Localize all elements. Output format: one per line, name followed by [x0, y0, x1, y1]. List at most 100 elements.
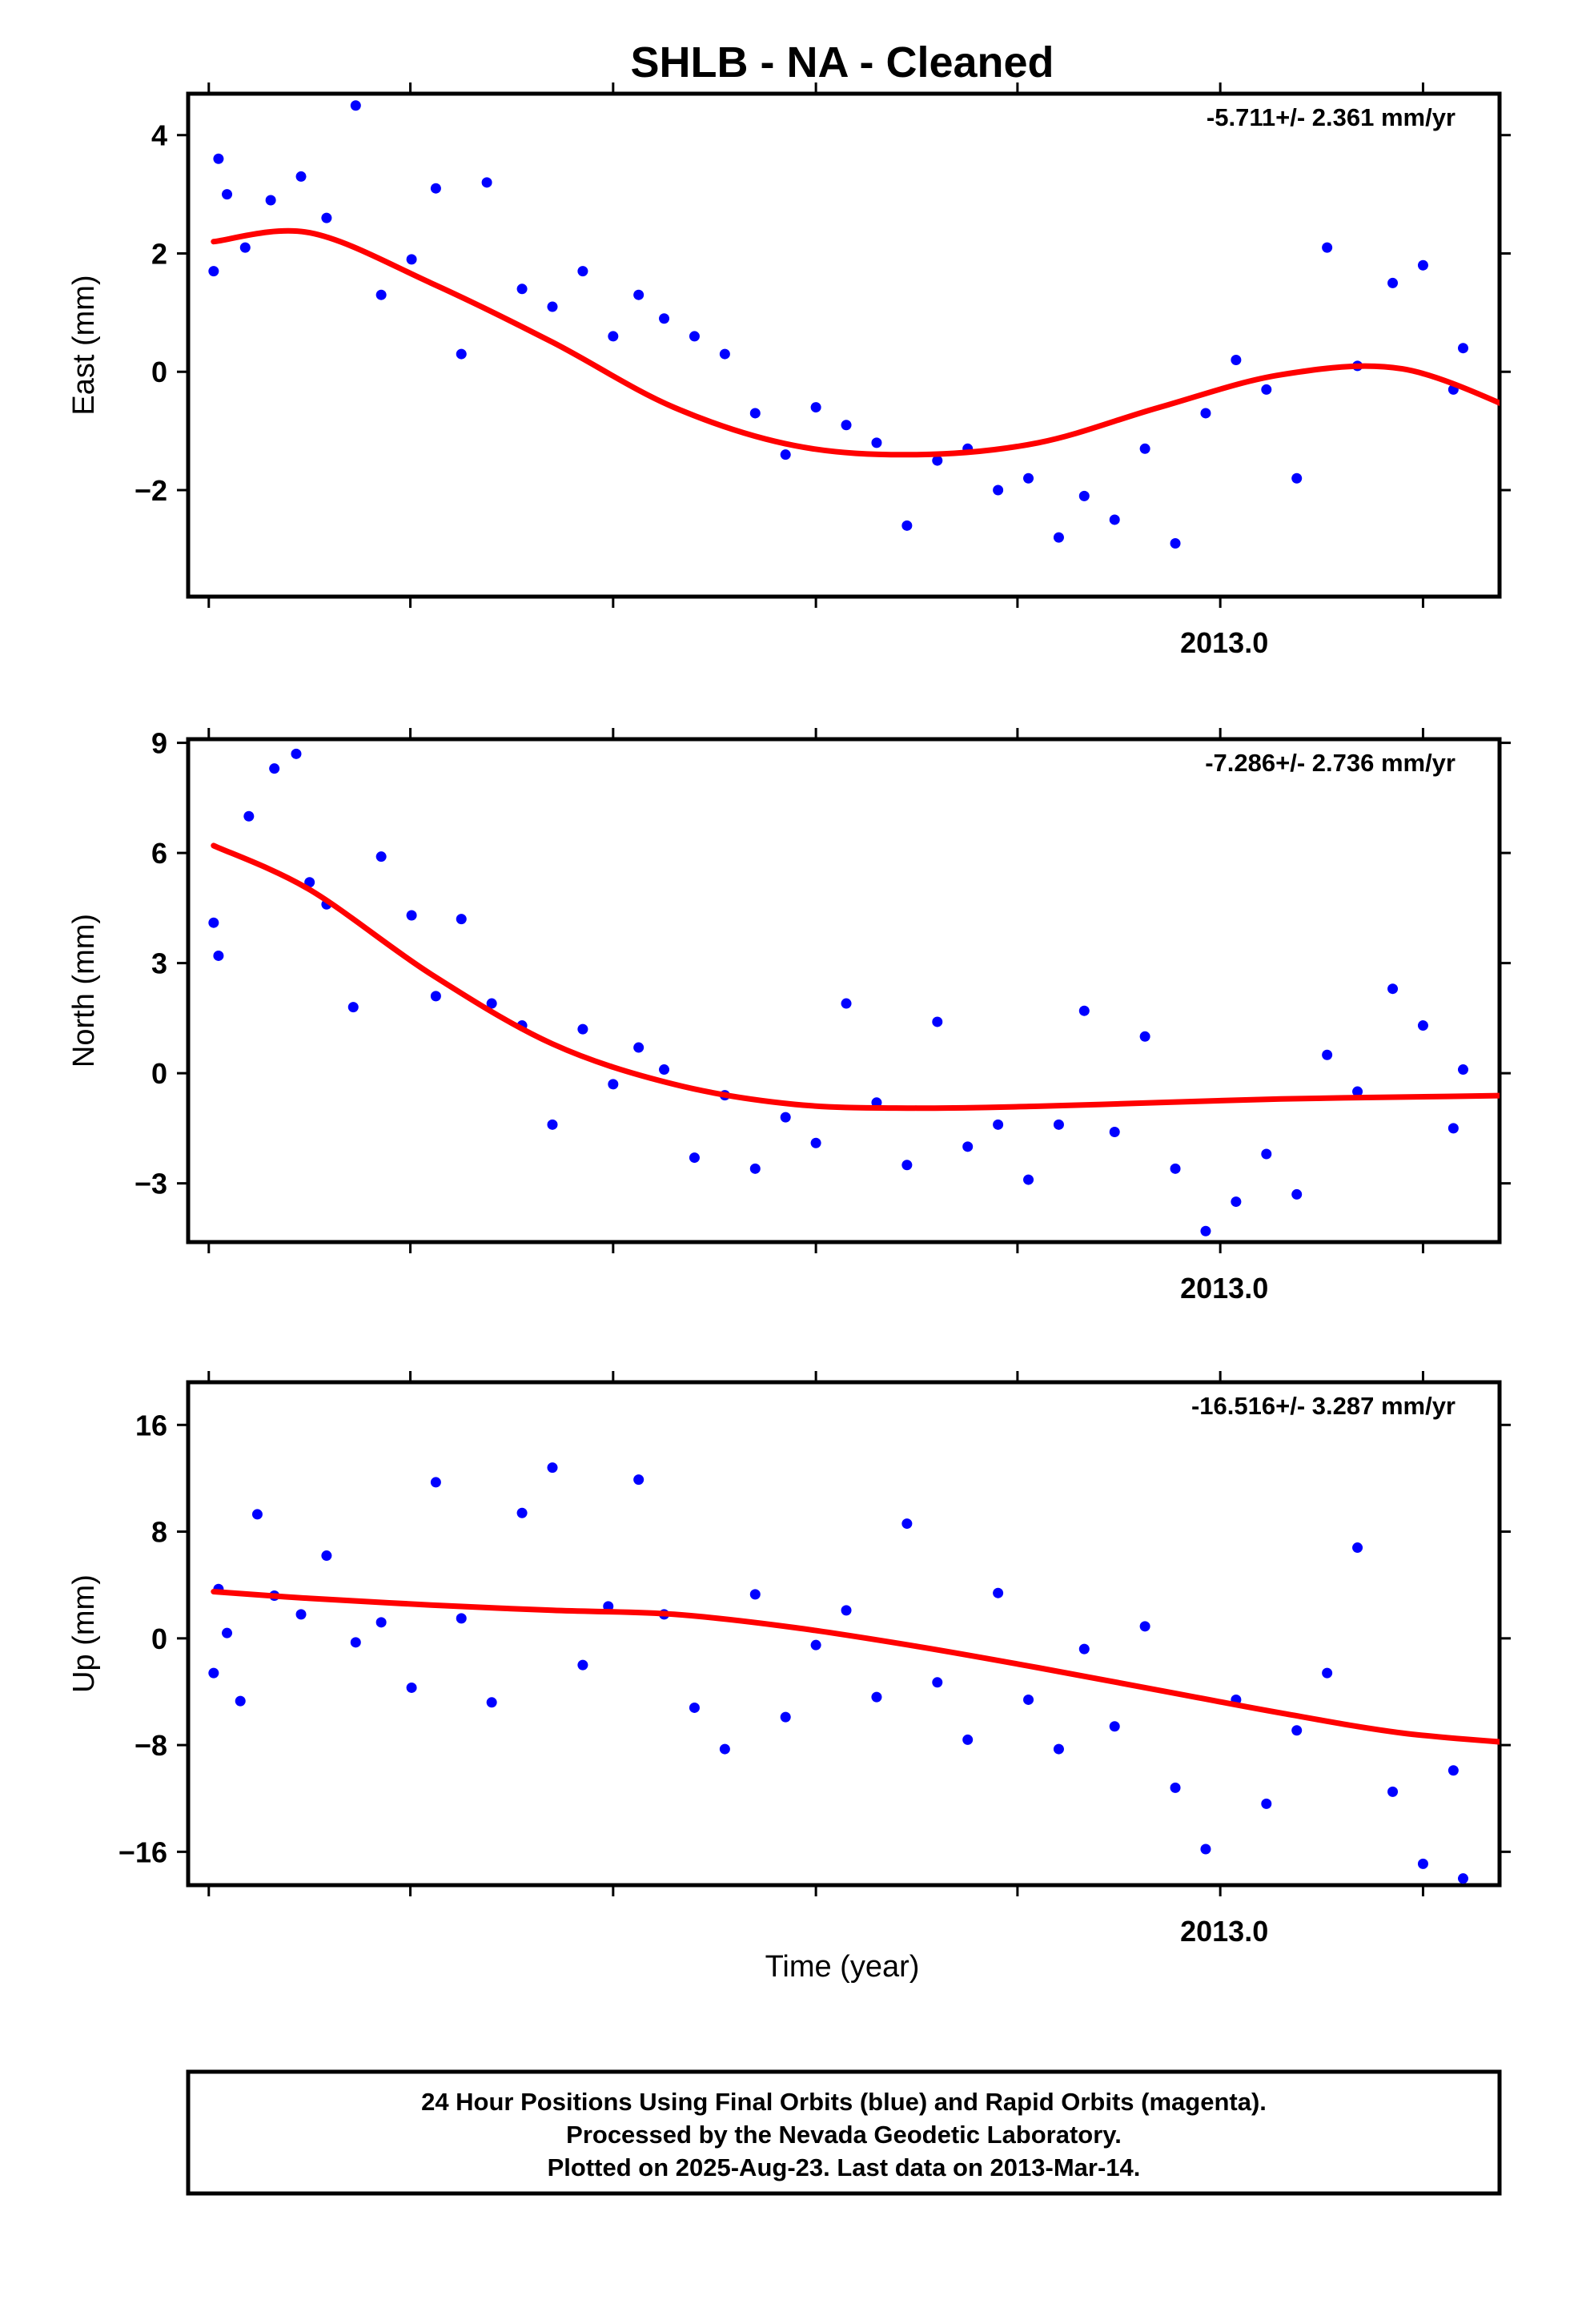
north-y-tick-label: 3	[151, 947, 167, 980]
up-data-point	[1170, 1782, 1181, 1793]
footer-line-2: Processed by the Nevada Geodetic Laborat…	[566, 2121, 1122, 2149]
east-data-point	[547, 301, 558, 312]
north-data-point	[1417, 1020, 1428, 1031]
north-data-point	[633, 1042, 644, 1053]
up-data-point	[222, 1627, 233, 1638]
east-data-point	[901, 520, 913, 531]
north-y-axis-label: North (mm)	[67, 914, 101, 1068]
north-data-point	[1447, 1123, 1459, 1134]
north-panel: −3 0 3 6 9 2013.0 North (mm) -7.286+/- 2.736 mm…	[67, 727, 1511, 1305]
north-data-point	[1109, 1126, 1120, 1137]
north-data-point	[780, 1112, 791, 1123]
up-data-point	[841, 1605, 852, 1616]
east-data-point	[1387, 277, 1399, 288]
up-panel: −16 −8 0 8 16 2013.0 Up (mm) -16.516+/- 3.287 m…	[67, 1371, 1511, 1948]
east-panel: −2 0 2 4 2013.0 East (mm) -5.711+/- 2.361 mm/y…	[67, 82, 1511, 659]
up-y-tick-label: −8	[135, 1729, 167, 1762]
north-data-point	[347, 1002, 359, 1013]
east-data-point	[481, 177, 492, 188]
north-data-point	[243, 810, 255, 822]
east-data-point	[932, 455, 943, 466]
north-data-point	[841, 998, 852, 1009]
up-data-point	[633, 1474, 644, 1486]
east-fit-curve	[211, 227, 1500, 458]
east-data-point	[633, 289, 644, 300]
east-data-point	[1053, 532, 1064, 543]
east-data-point	[406, 254, 417, 265]
up-data-point	[719, 1743, 730, 1755]
east-data-point	[213, 153, 224, 164]
north-data-point	[456, 914, 467, 925]
east-data-point	[1417, 259, 1428, 271]
up-data-point	[1078, 1643, 1090, 1655]
east-data-point	[810, 402, 821, 413]
up-y-tick-label: −16	[118, 1835, 167, 1868]
north-data-point	[608, 1079, 619, 1090]
east-data-point	[208, 266, 219, 277]
north-data-point	[810, 1137, 821, 1148]
up-data-point	[993, 1587, 1004, 1598]
north-data-point	[1231, 1196, 1242, 1208]
up-data-point	[547, 1462, 558, 1474]
east-data-point	[456, 348, 467, 360]
east-data-point	[1078, 490, 1090, 501]
east-data-point	[321, 212, 332, 223]
north-data-point	[1261, 1148, 1272, 1160]
up-data-point	[1458, 1873, 1468, 1884]
up-data-point	[1417, 1858, 1428, 1869]
up-data-point	[375, 1617, 387, 1628]
up-data-point	[901, 1518, 913, 1530]
north-data-point	[1387, 983, 1399, 995]
east-rate-annotation: -5.711+/- 2.361 mm/yr	[1207, 103, 1456, 131]
east-data-point	[222, 189, 233, 200]
east-y-axis-label: East (mm)	[67, 275, 101, 415]
north-plot-frame	[186, 737, 1502, 1244]
east-data-point	[1200, 408, 1211, 419]
north-data-point	[993, 1119, 1004, 1130]
east-y-tick-label: −2	[135, 474, 167, 507]
up-data-point	[1447, 1765, 1459, 1776]
north-data-point	[291, 748, 302, 759]
up-y-axis-label: Up (mm)	[67, 1574, 101, 1693]
north-data-point	[932, 1016, 943, 1027]
up-y-tick-label: 8	[151, 1516, 167, 1549]
east-data-point	[659, 313, 670, 324]
north-data-point	[1139, 1031, 1150, 1042]
east-data-point	[265, 195, 276, 206]
east-y-tick-label: 0	[151, 356, 167, 388]
east-data-point	[1291, 472, 1303, 484]
up-x-tick-label: 2013.0	[1180, 1915, 1268, 1948]
north-data-point	[1053, 1119, 1064, 1130]
up-data-point	[780, 1711, 791, 1723]
up-data-point	[1387, 1786, 1399, 1797]
up-data-point	[1261, 1798, 1272, 1809]
east-data-point	[1139, 443, 1150, 454]
east-data-point	[689, 331, 700, 342]
east-y-tick-label: 2	[151, 237, 167, 270]
east-data-point	[1322, 242, 1333, 253]
up-data-point	[1291, 1725, 1303, 1736]
up-data-point	[962, 1734, 974, 1745]
east-data-point	[350, 100, 361, 111]
north-data-point	[1078, 1005, 1090, 1016]
north-data-point	[430, 991, 441, 1002]
north-y-tick-label: 6	[151, 837, 167, 870]
x-axis-label: Time (year)	[765, 1950, 920, 1984]
east-data-point	[1458, 343, 1468, 354]
north-x-tick-label: 2013.0	[1180, 1272, 1268, 1305]
east-data-point	[841, 420, 852, 431]
north-data-point	[1352, 1086, 1363, 1097]
east-data-point	[375, 289, 387, 300]
north-y-tick-label: 9	[151, 727, 167, 760]
footer-line-3: Plotted on 2025-Aug-23. Last data on 201…	[548, 2153, 1141, 2181]
north-rate-annotation: -7.286+/- 2.736 mm/yr	[1205, 749, 1456, 777]
footer-line-1: 24 Hour Positions Using Final Orbits (bl…	[421, 2088, 1267, 2116]
up-y-tick-label: 16	[135, 1409, 167, 1441]
up-data-point	[295, 1609, 307, 1620]
up-data-point	[251, 1509, 263, 1520]
north-data-point	[1170, 1163, 1181, 1174]
legend-box: 24 Hour Positions Using Final Orbits (bl…	[186, 2069, 1502, 2196]
north-data-point	[547, 1119, 558, 1130]
north-data-point	[1458, 1064, 1468, 1076]
